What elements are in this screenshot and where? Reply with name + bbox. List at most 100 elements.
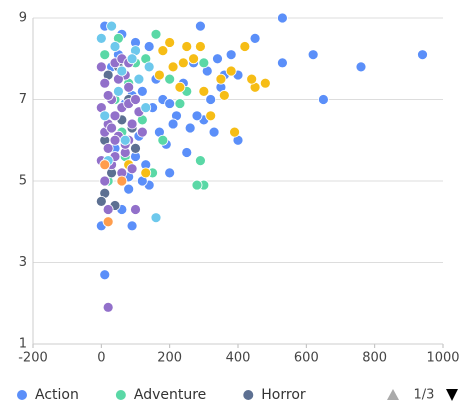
- point: [150, 28, 162, 40]
- point: [205, 110, 217, 122]
- point: [218, 90, 230, 101]
- point: [140, 167, 152, 179]
- point: [188, 53, 199, 65]
- legend-marker: [115, 390, 126, 400]
- point: [95, 32, 107, 44]
- point: [99, 175, 111, 187]
- point: [174, 98, 186, 109]
- point: [102, 90, 114, 101]
- point: [157, 134, 169, 146]
- legend-label: Horror: [261, 387, 306, 403]
- point: [109, 134, 121, 146]
- legend-page-next[interactable]: [446, 389, 458, 401]
- legend: Action Adventure Horror: [17, 387, 306, 403]
- point: [102, 204, 114, 215]
- legend-page: 1/3: [414, 388, 435, 403]
- point: [208, 126, 220, 138]
- point: [191, 110, 203, 122]
- point: [167, 61, 179, 73]
- legend-marker: [243, 390, 254, 400]
- point: [212, 53, 223, 65]
- point: [259, 77, 271, 89]
- x-tick-label: 600: [294, 351, 319, 366]
- point: [102, 301, 114, 313]
- point: [99, 110, 111, 122]
- point: [126, 220, 138, 232]
- point: [136, 126, 148, 138]
- point: [99, 49, 111, 61]
- point: [123, 183, 135, 195]
- point: [215, 73, 227, 85]
- point: [239, 41, 251, 52]
- point: [113, 85, 124, 97]
- point: [195, 41, 206, 52]
- x-tick-label: 800: [362, 351, 387, 366]
- point: [95, 61, 107, 73]
- y-tick-label: 9: [19, 11, 27, 26]
- point: [277, 12, 288, 24]
- point: [277, 57, 288, 69]
- legend-label: Adventure: [134, 387, 206, 403]
- point: [133, 73, 145, 85]
- y-tick-label: 1: [19, 337, 27, 352]
- point: [130, 142, 141, 154]
- x-tick-label: -200: [18, 351, 48, 366]
- point: [157, 45, 169, 56]
- point: [191, 179, 203, 191]
- point: [143, 41, 155, 52]
- point: [95, 195, 107, 207]
- point: [99, 269, 111, 281]
- point: [164, 37, 176, 48]
- point: [246, 73, 258, 85]
- point: [205, 94, 217, 105]
- y-tick-label: 7: [19, 92, 27, 107]
- point: [229, 126, 240, 138]
- legend-label: Action: [35, 387, 79, 403]
- point: [126, 163, 138, 175]
- x-tick-label: 200: [157, 351, 182, 366]
- y-tick-label: 3: [19, 255, 27, 270]
- point: [174, 81, 186, 93]
- point: [164, 98, 176, 109]
- point: [195, 20, 206, 32]
- point: [143, 61, 155, 73]
- point: [167, 118, 179, 130]
- point: [225, 65, 237, 77]
- point: [109, 110, 121, 122]
- point: [126, 118, 138, 130]
- legend-page-prev[interactable]: [387, 389, 399, 400]
- point: [116, 65, 128, 77]
- point: [184, 122, 196, 134]
- point: [177, 57, 189, 69]
- point: [164, 167, 176, 179]
- point: [130, 94, 141, 105]
- point: [130, 204, 141, 215]
- x-tick-label: 0: [97, 351, 105, 366]
- legend-marker: [17, 390, 27, 400]
- point: [116, 175, 128, 187]
- point: [136, 85, 148, 97]
- point: [126, 53, 138, 65]
- point: [249, 32, 261, 44]
- y-tick-label: 5: [19, 174, 27, 189]
- point: [198, 57, 210, 69]
- point: [181, 41, 193, 52]
- point: [150, 212, 162, 224]
- point: [355, 61, 367, 73]
- point: [417, 49, 428, 61]
- point: [164, 73, 176, 85]
- point: [102, 216, 114, 228]
- point: [318, 94, 329, 105]
- point: [225, 49, 237, 61]
- point: [140, 102, 152, 114]
- x-tick-label: 400: [226, 351, 251, 366]
- point: [198, 85, 210, 97]
- point: [119, 134, 131, 146]
- point: [123, 81, 135, 93]
- point: [99, 159, 111, 171]
- point: [106, 122, 117, 134]
- point: [99, 77, 111, 89]
- point: [181, 147, 193, 158]
